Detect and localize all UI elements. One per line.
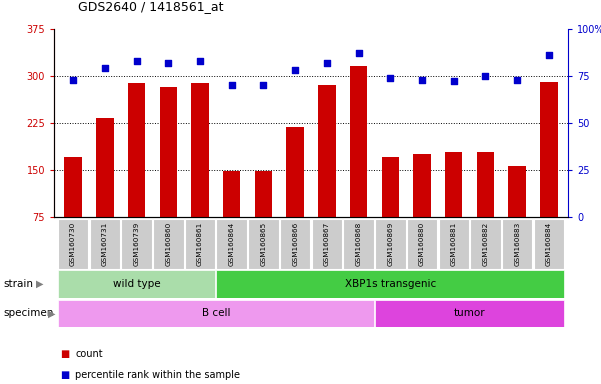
Text: GSM160881: GSM160881 [451, 222, 457, 266]
Text: ▶: ▶ [48, 308, 55, 318]
Bar [159, 86, 177, 217]
Text: GSM160868: GSM160868 [356, 222, 362, 266]
Bar [375, 219, 406, 269]
Text: GSM160867: GSM160867 [324, 222, 330, 266]
Point [385, 74, 395, 81]
Text: GSM160869: GSM160869 [387, 222, 393, 266]
Bar [121, 219, 152, 269]
Point [258, 82, 268, 88]
Bar [58, 300, 374, 327]
Bar [185, 219, 215, 269]
Point [69, 76, 78, 83]
Bar [96, 119, 114, 217]
Bar [312, 219, 342, 269]
Bar [407, 219, 438, 269]
Bar [350, 66, 367, 217]
Bar [216, 270, 564, 298]
Text: GSM160739: GSM160739 [133, 222, 139, 266]
Bar [191, 83, 209, 217]
Text: tumor: tumor [454, 308, 486, 318]
Bar [128, 83, 145, 217]
Point [481, 73, 490, 79]
Point [417, 76, 427, 83]
Bar [382, 157, 399, 217]
Bar [58, 270, 215, 298]
Bar [255, 171, 272, 217]
Text: GSM160864: GSM160864 [229, 222, 235, 266]
Bar [248, 219, 279, 269]
Point [290, 67, 300, 73]
Point [544, 52, 554, 58]
Bar [413, 154, 431, 217]
Bar [470, 219, 501, 269]
Text: GSM160861: GSM160861 [197, 222, 203, 266]
Text: GSM160865: GSM160865 [260, 222, 266, 266]
Bar [153, 219, 183, 269]
Bar [64, 157, 82, 217]
Bar [477, 152, 494, 217]
Text: strain: strain [3, 279, 33, 289]
Text: ■: ■ [60, 349, 69, 359]
Bar [216, 219, 247, 269]
Bar [287, 127, 304, 217]
Text: GSM160866: GSM160866 [292, 222, 298, 266]
Text: GSM160731: GSM160731 [102, 222, 108, 266]
Bar [58, 219, 88, 269]
Bar [502, 219, 532, 269]
Text: GSM160882: GSM160882 [483, 222, 489, 266]
Bar [343, 219, 374, 269]
Text: GSM160884: GSM160884 [546, 222, 552, 266]
Bar [508, 166, 526, 217]
Bar [318, 85, 335, 217]
Bar [375, 300, 564, 327]
Point [195, 58, 205, 64]
Bar [280, 219, 310, 269]
Bar [223, 171, 240, 217]
Text: XBP1s transgenic: XBP1s transgenic [345, 279, 436, 289]
Text: wild type: wild type [113, 279, 160, 289]
Text: ▶: ▶ [36, 279, 43, 289]
Text: GSM160883: GSM160883 [514, 222, 520, 266]
Text: ■: ■ [60, 370, 69, 380]
Text: specimen: specimen [3, 308, 53, 318]
Bar [90, 219, 120, 269]
Text: GDS2640 / 1418561_at: GDS2640 / 1418561_at [78, 0, 224, 13]
Bar [439, 219, 469, 269]
Point [322, 60, 332, 66]
Text: GSM160880: GSM160880 [419, 222, 425, 266]
Text: GSM160730: GSM160730 [70, 222, 76, 266]
Bar [540, 82, 558, 217]
Text: percentile rank within the sample: percentile rank within the sample [75, 370, 240, 380]
Point [100, 65, 109, 71]
Point [132, 58, 141, 64]
Point [354, 50, 364, 56]
Text: B cell: B cell [201, 308, 230, 318]
Point [163, 60, 173, 66]
Text: GSM160860: GSM160860 [165, 222, 171, 266]
Bar [534, 219, 564, 269]
Point [449, 78, 459, 84]
Bar [445, 152, 463, 217]
Point [227, 82, 237, 88]
Point [513, 76, 522, 83]
Text: count: count [75, 349, 103, 359]
